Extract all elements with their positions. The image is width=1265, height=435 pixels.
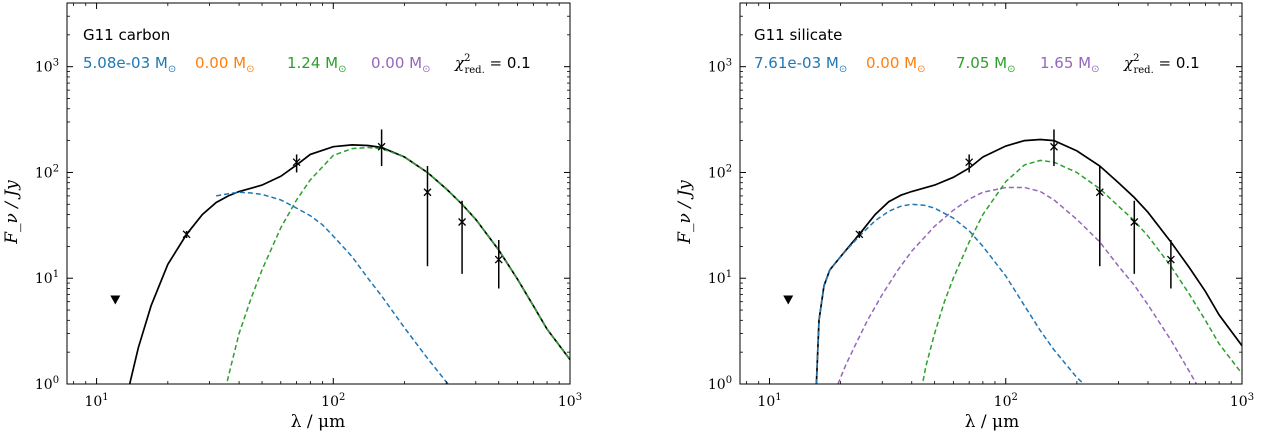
series-blue-line bbox=[815, 203, 1085, 384]
x-tick-label: 101 bbox=[84, 392, 108, 410]
mass-label: 7.05 M⊙ bbox=[956, 54, 1016, 75]
y-axis-label: F_ν / Jy bbox=[675, 180, 695, 245]
mass-label: 0.00 M⊙ bbox=[371, 54, 431, 75]
x-axis-label: λ / μm bbox=[291, 412, 345, 432]
x-tick-label: 102 bbox=[994, 392, 1018, 410]
plot-frame bbox=[739, 2, 1243, 385]
y-tick-label: 100 bbox=[708, 375, 732, 393]
data-point bbox=[182, 230, 191, 239]
y-tick-label: 103 bbox=[35, 58, 59, 76]
mass-label: 5.08e-03 M⊙ bbox=[83, 54, 176, 75]
data-point bbox=[494, 239, 503, 289]
series-green-line bbox=[225, 146, 570, 384]
upper-limit-marker bbox=[783, 295, 794, 305]
panel-title: G11 silicate bbox=[754, 26, 842, 44]
y-axis-label: F_ν / Jy bbox=[2, 180, 22, 245]
panel-carbon: F_ν / Jy λ / μm 101 102 103 100 101 102 103 G1… bbox=[2, 2, 582, 432]
data-point bbox=[458, 200, 467, 274]
mass-label: 7.61e-03 M⊙ bbox=[754, 54, 847, 75]
data-point bbox=[423, 166, 432, 267]
mass-labels: 7.61e-03 M⊙ 0.00 M⊙ 7.05 M⊙ 1.65 M⊙ χ2 red. =… bbox=[754, 53, 1200, 76]
data-point bbox=[292, 154, 301, 173]
mass-labels: 5.08e-03 M⊙ 0.00 M⊙ 1.24 M⊙ 0.00 M⊙ χ2 red. =… bbox=[83, 53, 531, 76]
data-point bbox=[377, 129, 386, 167]
data-point bbox=[965, 154, 974, 173]
chi2-label: χ2 red. = 0.1 bbox=[454, 53, 531, 76]
data-point bbox=[855, 230, 864, 239]
series-total-line bbox=[815, 138, 1242, 384]
x-axis-label: λ / μm bbox=[965, 412, 1019, 432]
panel-title: G11 carbon bbox=[83, 26, 170, 44]
series-purple-line bbox=[837, 186, 1198, 384]
y-tick-label: 100 bbox=[35, 375, 59, 393]
panel-silicate: F_ν / Jy λ / μm 101 102 103 100 101 102 103 G1… bbox=[675, 2, 1254, 432]
y-tick-label: 103 bbox=[708, 58, 732, 76]
data-point bbox=[1166, 239, 1175, 289]
y-tick-label: 102 bbox=[35, 163, 59, 181]
y-tick-label: 102 bbox=[708, 163, 732, 181]
x-tick-label: 103 bbox=[558, 392, 582, 410]
upper-limit-marker bbox=[110, 295, 121, 305]
data-point bbox=[1050, 129, 1058, 167]
mass-label: 0.00 M⊙ bbox=[866, 54, 926, 75]
x-tick-label: 102 bbox=[321, 392, 345, 410]
mass-label: 1.24 M⊙ bbox=[287, 54, 347, 75]
mass-label: 0.00 M⊙ bbox=[195, 54, 255, 75]
data-point bbox=[1095, 166, 1104, 267]
series-total-line bbox=[128, 144, 570, 384]
series-blue-line bbox=[216, 191, 450, 384]
mass-label: 1.65 M⊙ bbox=[1040, 54, 1100, 75]
plot-frame bbox=[66, 2, 571, 385]
data-point bbox=[1130, 200, 1139, 274]
x-tick-label: 101 bbox=[757, 392, 781, 410]
y-tick-label: 101 bbox=[708, 269, 732, 287]
chi2-label: χ2 red. = 0.1 bbox=[1123, 53, 1200, 76]
y-tick-label: 101 bbox=[35, 269, 59, 287]
x-tick-label: 103 bbox=[1230, 392, 1254, 410]
